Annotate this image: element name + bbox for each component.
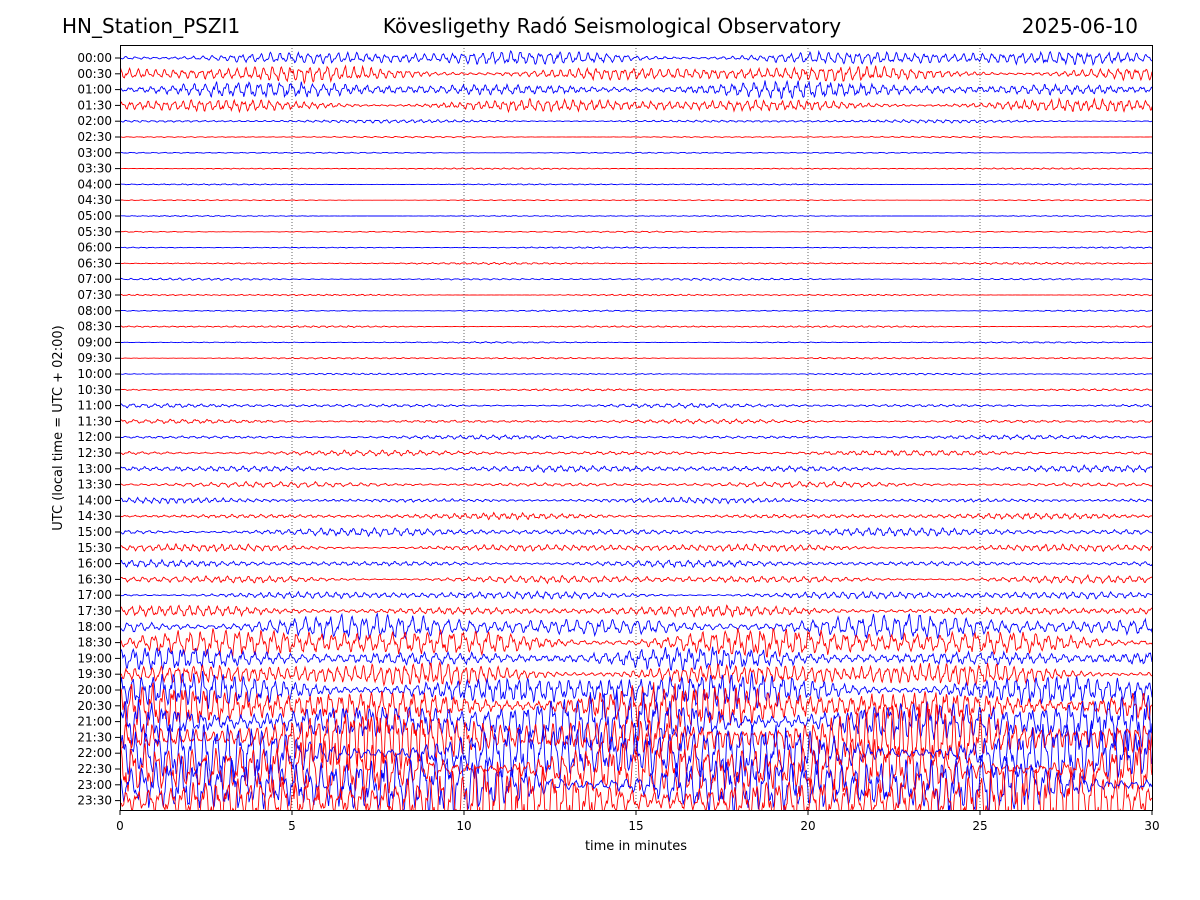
trace-1530	[120, 542, 1152, 553]
y-tick-label: 07:00	[77, 272, 112, 286]
y-tick-label: 03:00	[77, 146, 112, 160]
x-tick-label: 25	[972, 819, 987, 833]
y-tick-label: 09:00	[77, 335, 112, 349]
trace-0600	[120, 246, 1152, 249]
y-tick-label: 04:00	[77, 177, 112, 191]
y-tick-label: 23:00	[77, 778, 112, 792]
x-tick-label: 20	[800, 819, 815, 833]
y-tick-label: 14:00	[77, 493, 112, 507]
y-tick-label: 13:00	[77, 462, 112, 476]
y-tick-label: 10:00	[77, 367, 112, 381]
y-tick-label: 04:30	[77, 193, 112, 207]
y-tick-label: 11:00	[77, 399, 112, 413]
y-tick-label: 17:30	[77, 604, 112, 618]
trace-0400	[120, 183, 1152, 186]
y-tick-label: 21:30	[77, 730, 112, 744]
trace-2200	[120, 723, 1152, 786]
x-tick-label: 15	[628, 819, 643, 833]
y-tick-label: 02:30	[77, 130, 112, 144]
x-tick-label: 10	[456, 819, 471, 833]
y-tick-label: 01:30	[77, 98, 112, 112]
trace-1030	[120, 388, 1152, 392]
y-tick-label: 19:00	[77, 651, 112, 665]
y-tick-label: 01:00	[77, 83, 112, 97]
trace-1230	[120, 449, 1152, 457]
y-tick-label: 05:30	[77, 225, 112, 239]
y-axis-title: UTC (local time = UTC + 02:00)	[51, 325, 66, 530]
trace-0030	[120, 64, 1152, 85]
grid-lines	[291, 45, 981, 810]
trace-0230	[120, 135, 1152, 139]
y-tick-label: 06:30	[77, 256, 112, 270]
y-tick-label: 13:30	[77, 478, 112, 492]
y-tick-label: 16:00	[77, 557, 112, 571]
x-tick-label: 30	[1144, 819, 1159, 833]
trace-1000	[120, 372, 1152, 376]
y-tick-label: 10:30	[77, 383, 112, 397]
y-tick-label: 20:00	[77, 683, 112, 697]
y-tick-label: 06:00	[77, 241, 112, 255]
y-tick-label: 22:00	[77, 746, 112, 760]
trace-1300	[120, 464, 1152, 474]
x-tick-label: 5	[288, 819, 296, 833]
trace-1500	[120, 526, 1152, 538]
y-tick-label: 18:00	[77, 620, 112, 634]
trace-2000	[120, 670, 1152, 710]
trace-0800	[120, 309, 1152, 313]
y-tick-label: 22:30	[77, 762, 112, 776]
y-tick-label: 05:00	[77, 209, 112, 223]
y-tick-label: 12:30	[77, 446, 112, 460]
y-tick-label: 02:00	[77, 114, 112, 128]
y-tick-label: 00:00	[77, 51, 112, 65]
y-tick-label: 15:00	[77, 525, 112, 539]
x-tick-label: 0	[116, 819, 124, 833]
y-tick-label: 15:30	[77, 541, 112, 555]
trace-1600	[120, 558, 1152, 569]
trace-1730	[120, 604, 1152, 618]
y-tick-label: 19:30	[77, 667, 112, 681]
x-axis-title: time in minutes	[585, 839, 687, 854]
y-tick-label: 00:30	[77, 67, 112, 81]
trace-1200	[120, 434, 1152, 441]
trace-1400	[120, 496, 1152, 505]
y-tick-label: 12:00	[77, 430, 112, 444]
y-tick-label: 03:30	[77, 162, 112, 176]
y-tick-label: 16:30	[77, 572, 112, 586]
y-tick-label: 09:30	[77, 351, 112, 365]
x-axis: 0 5 10 15 20 25 30	[116, 810, 1160, 833]
y-tick-label: 07:30	[77, 288, 112, 302]
observatory-title: Kövesligethy Radó Seismological Observat…	[382, 14, 842, 38]
y-tick-label: 18:30	[77, 636, 112, 650]
y-tick-label: 17:00	[77, 588, 112, 602]
trace-0100	[120, 79, 1152, 100]
plot-date: 2025-06-10	[1021, 14, 1138, 38]
y-tick-label: 08:00	[77, 304, 112, 318]
y-tick-label: 11:30	[77, 414, 112, 428]
y-tick-label: 23:30	[77, 794, 112, 808]
y-tick-label: 14:30	[77, 509, 112, 523]
y-tick-label: 20:30	[77, 699, 112, 713]
y-tick-label: 08:30	[77, 320, 112, 334]
trace-0430	[120, 199, 1152, 202]
y-tick-label: 21:00	[77, 715, 112, 729]
station-name: HN_Station_PSZI1	[62, 14, 241, 38]
